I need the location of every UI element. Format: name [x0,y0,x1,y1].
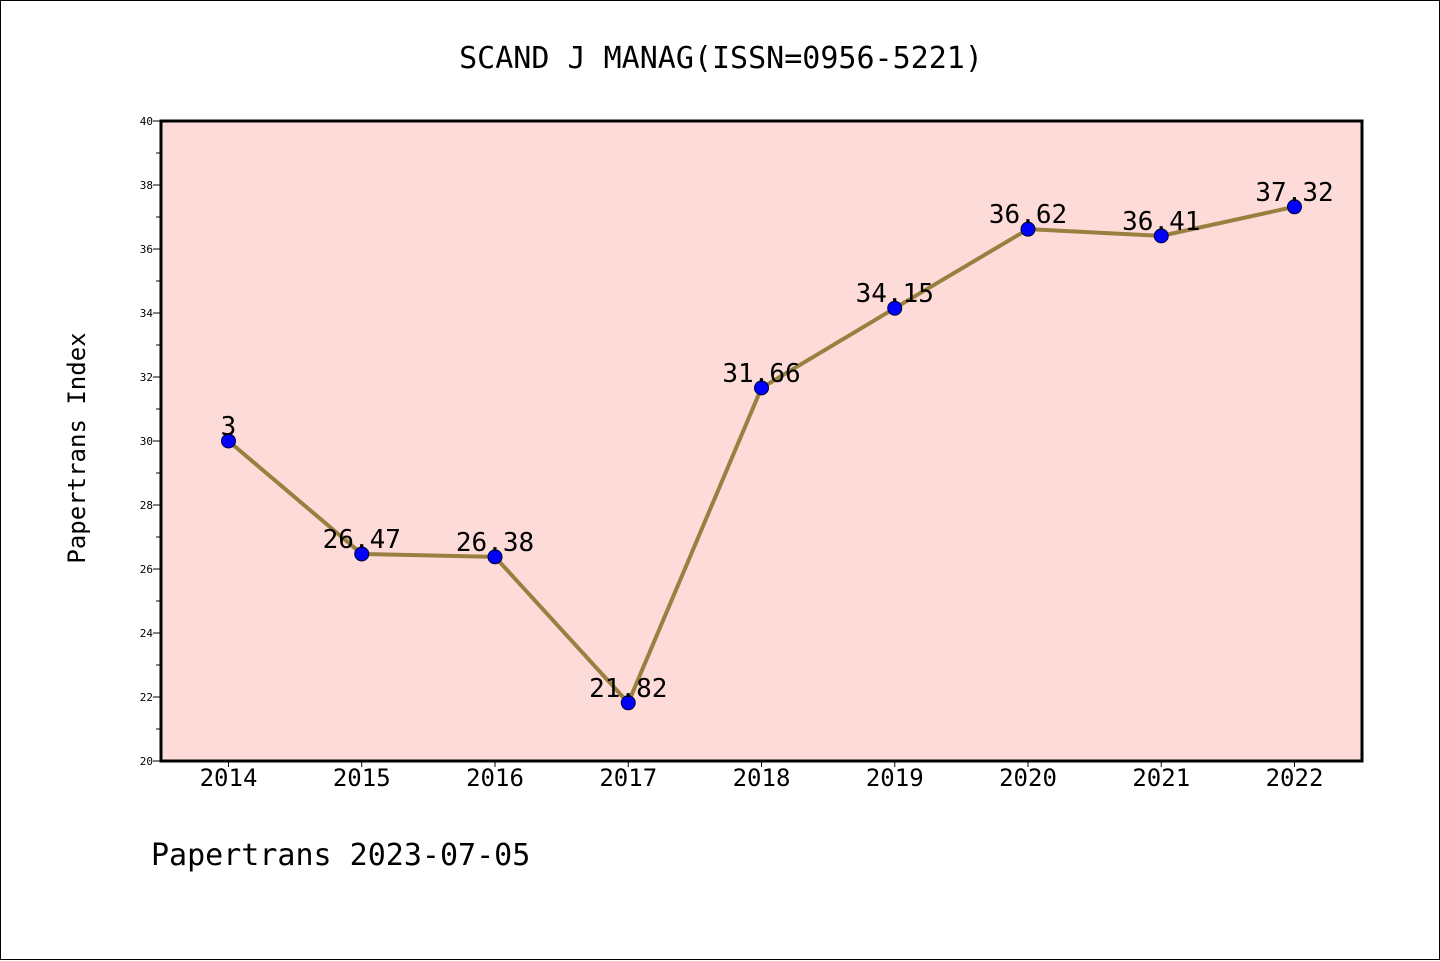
footer-caption: Papertrans 2023-07-05 [151,838,530,873]
data-value-label: 36.41 [1122,207,1200,237]
y-tick-label: 40 [140,115,153,128]
data-point-marker [754,380,769,396]
data-value-label: 36.62 [989,200,1067,230]
x-tick-label: 2022 [1266,764,1324,792]
y-tick-label: 20 [140,755,153,768]
data-value-label: 37.32 [1255,178,1333,208]
x-tick-label: 2014 [200,764,258,792]
data-value-label: 26.38 [456,528,534,558]
data-point-marker [620,695,636,711]
y-tick-label: 34 [140,307,154,320]
y-tick-label: 24 [140,627,154,640]
data-point-marker [887,300,903,316]
chart-title: SCAND J MANAG(ISSN=0956-5221) [459,41,983,76]
data-point-marker [221,433,236,449]
data-value-label: 26.47 [323,525,401,555]
y-tick-label: 32 [140,371,153,384]
x-tick-label: 2016 [466,764,524,792]
y-axis-label: Papertrans Index [63,332,91,563]
data-value-label: 31.66 [722,359,800,389]
x-tick-label: 2015 [333,764,391,792]
x-tick-label: 2020 [999,764,1057,792]
x-tick-label: 2018 [733,764,791,792]
data-value-label: 3 [221,412,237,442]
data-value-label: 34.15 [856,279,934,309]
y-axis-ticks: 20 22 24 26 28 30 32 34 36 38 40 [140,115,161,768]
data-point-marker [487,549,503,565]
data-point-marker [1020,221,1036,237]
data-value-label: 21.82 [589,674,667,704]
plot-border [159,119,1364,763]
y-tick-label: 28 [140,499,153,512]
y-tick-label: 26 [140,563,153,576]
data-labels: 3 26.47 26.38 21.82 31.66 34.15 36.62 36.41 37.3… [221,178,1334,704]
data-markers [221,199,1302,711]
x-tick-label: 2017 [599,764,657,792]
plot-area [161,121,1362,761]
x-axis-ticks: 2014 2015 2016 2017 2018 2019 2020 2021 2022 [200,761,1324,792]
data-point-marker [1287,199,1302,215]
data-point-marker [354,546,370,562]
x-tick-label: 2019 [866,764,924,792]
x-tick-label: 2021 [1132,764,1190,792]
y-tick-label: 36 [140,243,153,256]
data-point-marker [1153,228,1169,244]
y-tick-label: 22 [140,691,153,704]
y-tick-label: 38 [140,179,153,192]
y-tick-label: 30 [140,435,153,448]
